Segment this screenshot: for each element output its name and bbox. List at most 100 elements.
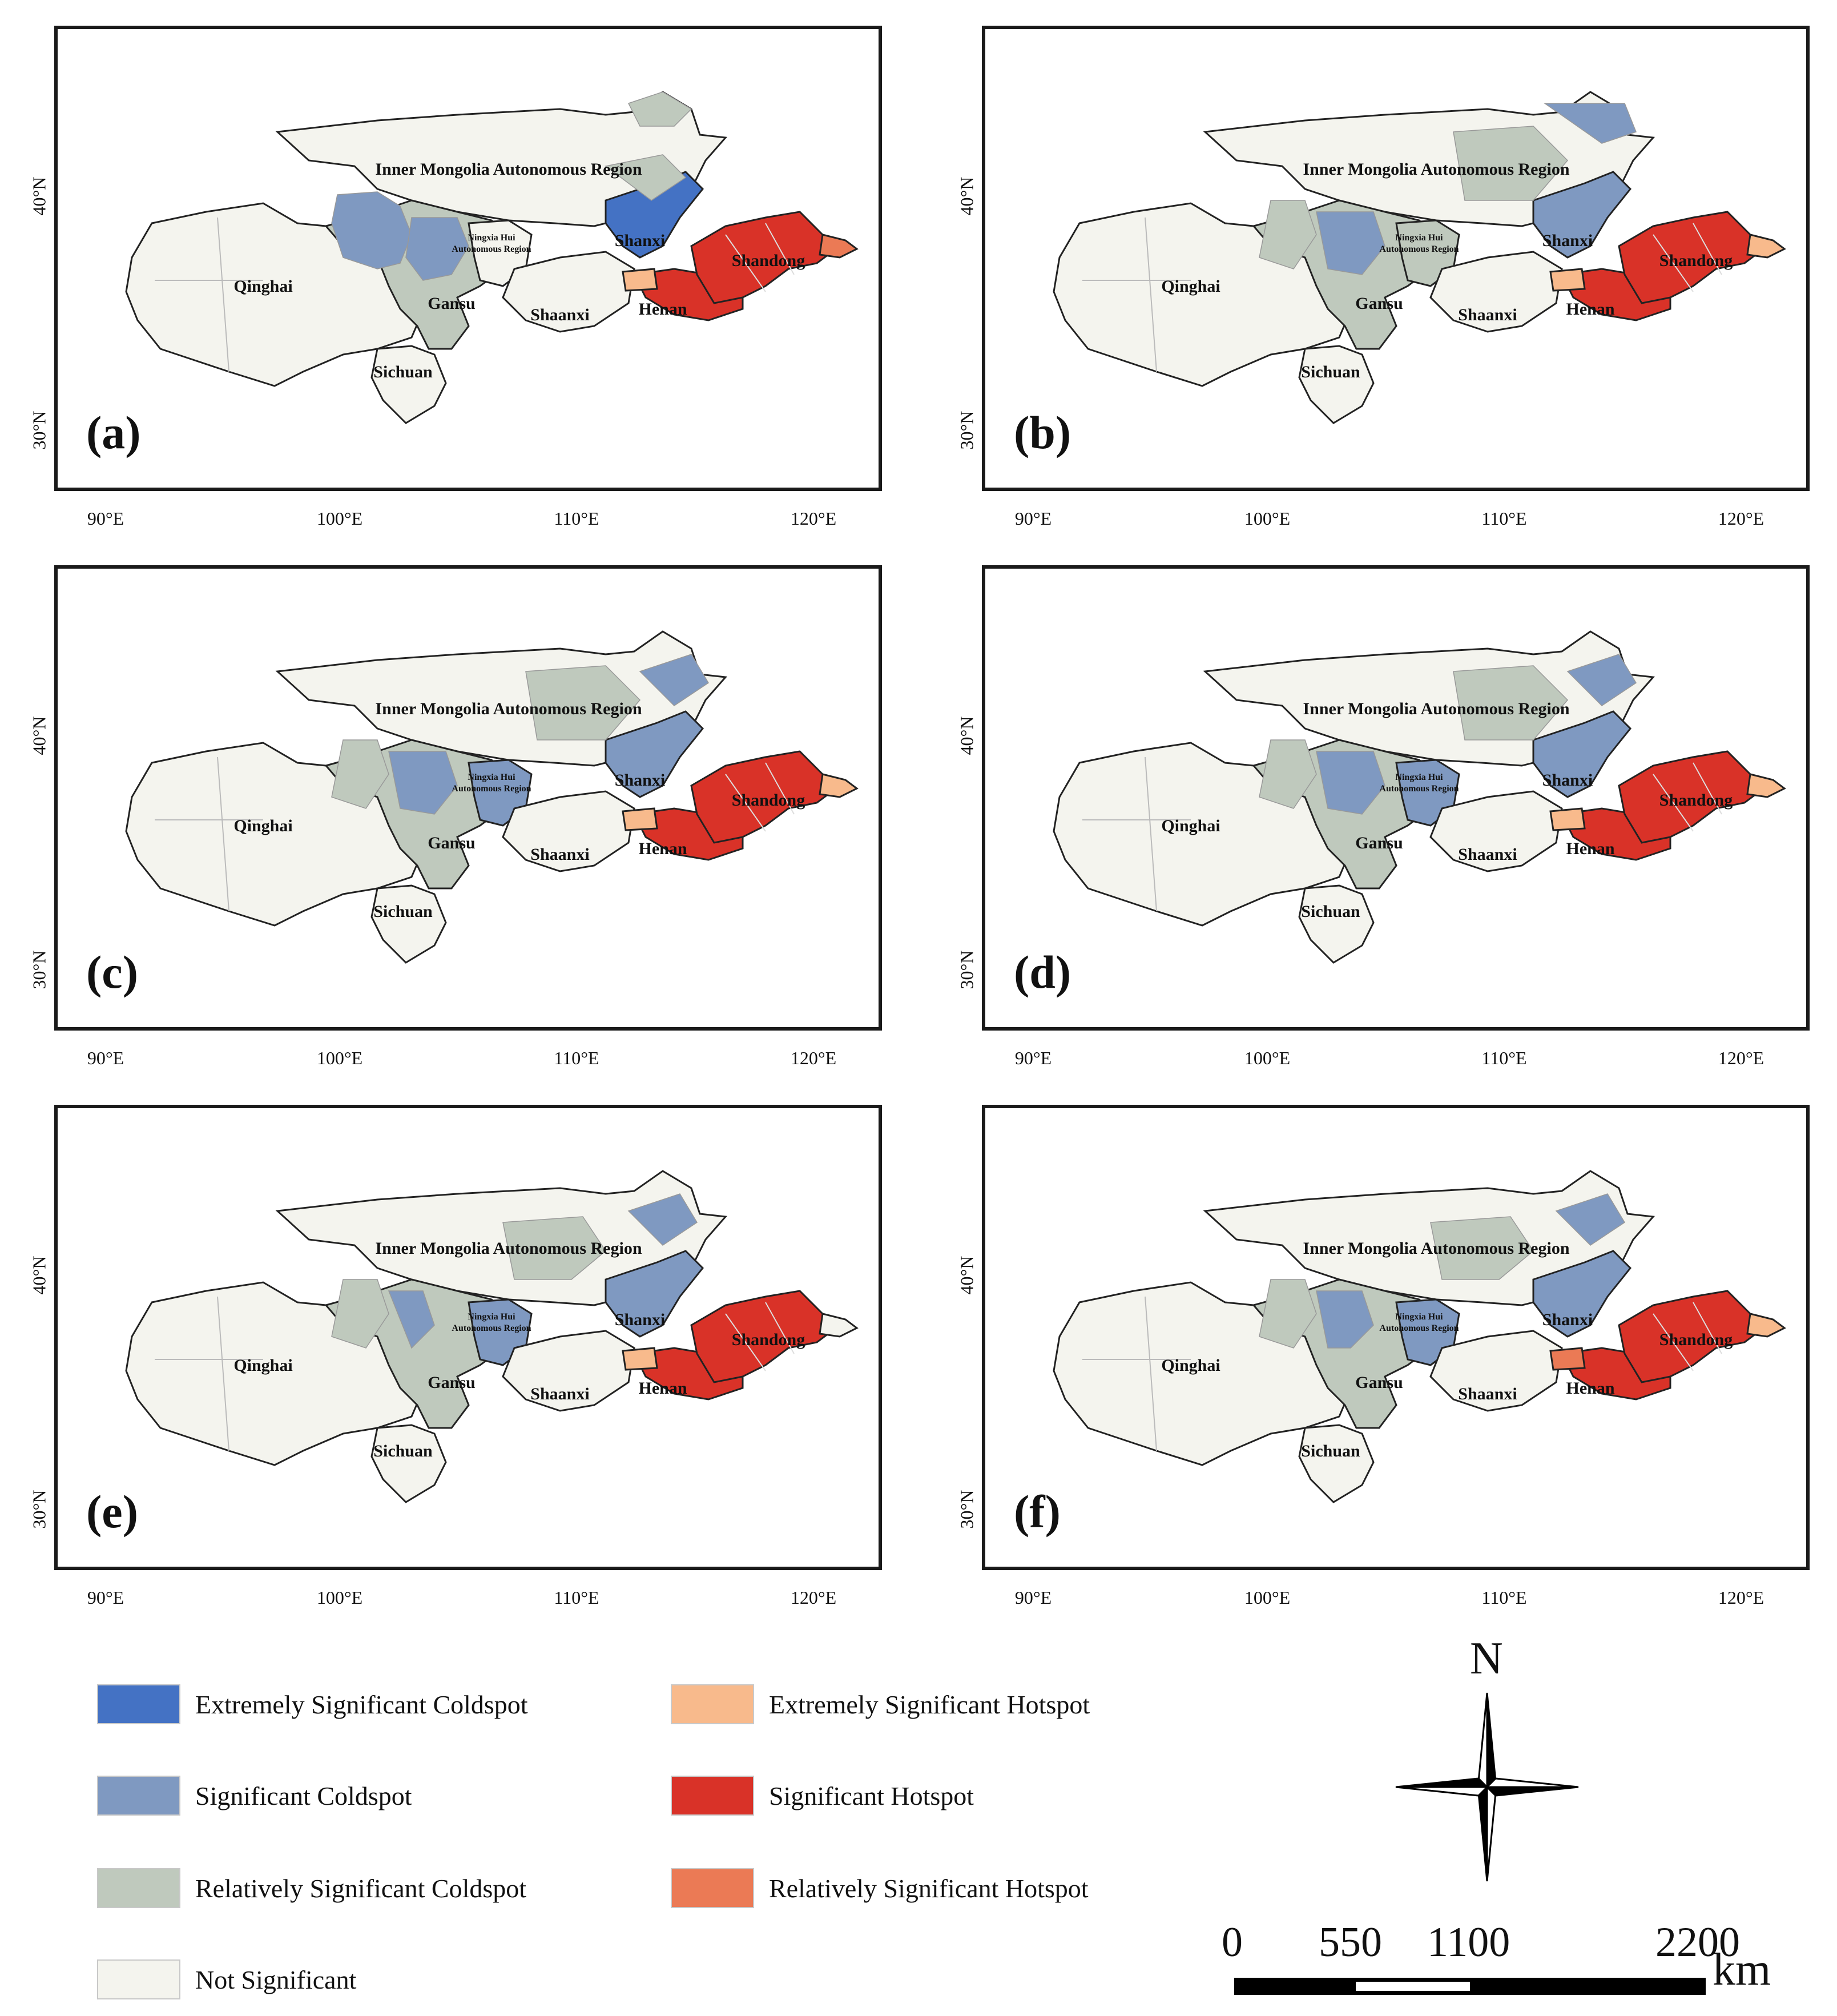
map-graphic: Inner Mongolia Autonomous Region Qinghai G… <box>125 1170 859 1503</box>
lat-tick-label: 40°N <box>29 1256 50 1295</box>
region-shandong <box>690 750 841 844</box>
county-border-line <box>217 217 229 372</box>
hotspot-patch <box>639 654 710 706</box>
lon-tick-label: 100°E <box>1244 508 1291 529</box>
legend-label: Extremely Significant Coldspot <box>195 1689 528 1719</box>
region-shandong <box>1618 1290 1769 1383</box>
province-label: Shaanxi <box>530 1385 589 1403</box>
region-henanWest <box>1549 1347 1586 1371</box>
lon-tick-label: 110°E <box>1481 1048 1527 1068</box>
lon-tick-label: 120°E <box>1718 508 1765 529</box>
region-shaanxi <box>1429 790 1563 872</box>
lat-tick-label: 30°N <box>956 1490 977 1529</box>
region-shaanxi <box>502 790 635 872</box>
province-label: Inner Mongolia Autonomous Region <box>375 160 642 179</box>
province-label: Henan <box>638 300 687 319</box>
region-shaanxi <box>1429 1330 1563 1412</box>
legend-swatch-relatively-significant-hotspot <box>671 1868 754 1908</box>
province-label: Ningxia Hui <box>1395 772 1443 782</box>
county-border-line <box>725 234 766 292</box>
province-label: Sichuan <box>1301 1442 1360 1460</box>
lon-tick-label: 100°E <box>1244 1048 1291 1068</box>
hotspot-patch <box>331 1279 389 1349</box>
map-panel: Inner Mongolia Autonomous Region Qinghai G… <box>982 1105 1810 1570</box>
legend-label: Significant Hotspot <box>769 1781 974 1810</box>
lat-tick-label: 30°N <box>956 411 977 450</box>
province-label: Autonomous Region <box>1379 1323 1459 1333</box>
county-border-line <box>1145 1296 1157 1451</box>
province-label: Ningxia Hui <box>468 233 515 243</box>
region-sichuan <box>370 884 447 964</box>
county-border-line <box>1653 774 1694 832</box>
province-label: Gansu <box>428 294 475 313</box>
hotspot-patch <box>388 1290 435 1349</box>
map-panel: Inner Mongolia Autonomous Region Qinghai G… <box>54 1105 882 1570</box>
scale-tick-label: 2200 <box>1655 1919 1740 1966</box>
province-label: Inner Mongolia Autonomous Region <box>375 1239 642 1258</box>
lat-tick-label: 30°N <box>29 411 50 450</box>
province-label: Shandong <box>1659 791 1733 810</box>
region-henanWest <box>622 807 658 831</box>
legend-item: Significant Coldspot <box>97 1776 412 1816</box>
region-shandongTip <box>819 1313 859 1338</box>
province-label: Ningxia Hui <box>468 1312 515 1322</box>
hotspot-patch <box>1259 200 1317 269</box>
legend-item: Relatively Significant Hotspot <box>671 1868 1089 1908</box>
county-border-line <box>217 756 229 912</box>
hotspot-patch <box>1259 739 1317 809</box>
map-panel: Inner Mongolia Autonomous Region Qinghai G… <box>54 565 882 1031</box>
lon-tick-label: 100°E <box>316 1587 363 1608</box>
lat-tick-label: 40°N <box>29 716 50 755</box>
county-border-line <box>1693 223 1722 275</box>
province-label: Shanxi <box>615 1310 665 1329</box>
lat-tick-label: 30°N <box>956 950 977 989</box>
province-label: Inner Mongolia Autonomous Region <box>375 699 642 718</box>
province-label: Henan <box>1566 300 1614 319</box>
county-border-line <box>725 1313 766 1371</box>
north-arrow-icon <box>1395 1692 1579 1882</box>
region-shanxi <box>605 710 704 798</box>
region-shaanxi <box>502 1330 635 1412</box>
province-label: Shaanxi <box>1458 1385 1517 1403</box>
region-shanxi <box>1532 171 1632 259</box>
lon-tick-label: 90°E <box>87 1048 124 1068</box>
region-shanxi <box>1532 1250 1632 1338</box>
panel-label: (d) <box>1014 946 1071 998</box>
map-graphic: Inner Mongolia Autonomous Region Qinghai G… <box>125 630 859 964</box>
lon-tick-label: 120°E <box>790 1587 837 1608</box>
map-panel: Inner Mongolia Autonomous Region Qinghai G… <box>54 26 882 491</box>
lon-tick-label: 120°E <box>790 508 837 529</box>
county-border-line <box>1653 1313 1694 1371</box>
region-shanxi <box>605 1250 704 1338</box>
province-label: Inner Mongolia Autonomous Region <box>1303 1239 1569 1258</box>
region-shaanxi <box>1429 251 1563 333</box>
region-shandongTip <box>1746 234 1786 259</box>
map-panel: Inner Mongolia Autonomous Region Qinghai G… <box>982 565 1810 1031</box>
hotspot-patch <box>1259 1279 1317 1349</box>
map-graphic: Inner Mongolia Autonomous Region Qinghai G… <box>125 91 859 424</box>
province-label: Shanxi <box>1542 1310 1593 1329</box>
province-label: Henan <box>638 1379 687 1398</box>
map-graphic: Inner Mongolia Autonomous Region Qinghai G… <box>1053 630 1786 964</box>
hotspot-patch <box>388 751 458 815</box>
north-label: N <box>1470 1633 1503 1684</box>
scale-bar-graphic <box>1234 1978 1706 1995</box>
province-label: Qinghai <box>233 1356 292 1375</box>
lat-tick-label: 40°N <box>956 176 977 216</box>
map-graphic: Inner Mongolia Autonomous Region Qinghai G… <box>1053 1170 1786 1503</box>
province-label: Sichuan <box>373 902 433 921</box>
province-label: Shaanxi <box>1458 845 1517 864</box>
province-label: Gansu <box>1355 834 1403 852</box>
province-label: Shaanxi <box>530 305 589 324</box>
region-henanWest <box>622 1347 658 1371</box>
lon-tick-label: 110°E <box>1481 1587 1527 1608</box>
hotspot-patch <box>1555 1193 1626 1246</box>
province-label: Shaanxi <box>1458 305 1517 324</box>
region-sichuan <box>370 1424 447 1503</box>
hotspot-patch <box>627 91 692 127</box>
province-label: Autonomous Region <box>452 1323 531 1333</box>
province-label: Sichuan <box>1301 902 1360 921</box>
hotspot-patch <box>1566 654 1637 706</box>
province-label: Autonomous Region <box>452 244 531 254</box>
panel-label: (a) <box>86 407 141 458</box>
